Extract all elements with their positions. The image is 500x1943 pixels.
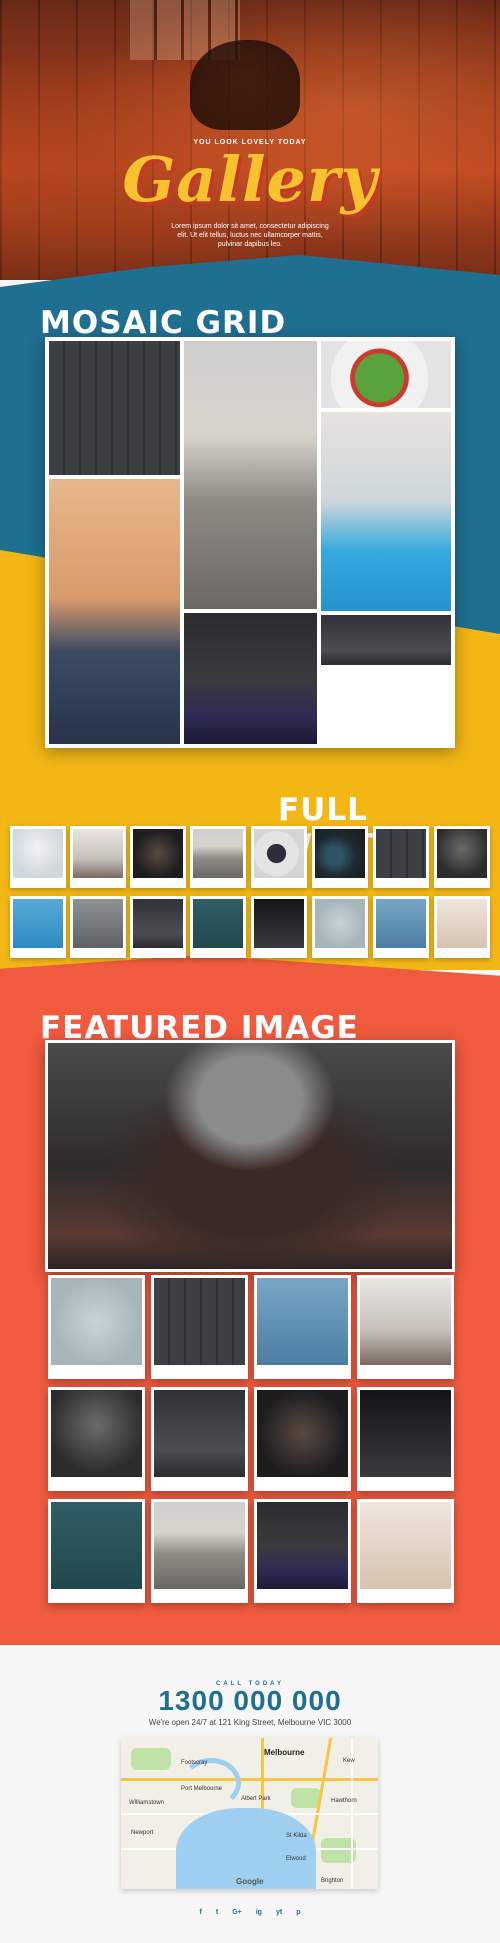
- featured-thumb[interactable]: [48, 1275, 145, 1379]
- map-park: [321, 1838, 356, 1863]
- full-width-image[interactable]: [251, 826, 307, 888]
- full-width-image[interactable]: [10, 826, 66, 888]
- hero-tagline: YOU LOOK LOVELY TODAY: [193, 139, 307, 146]
- full-width-image[interactable]: [373, 826, 429, 888]
- full-width-image[interactable]: [190, 896, 246, 958]
- mosaic-grid: [45, 337, 455, 748]
- map-highway: [121, 1778, 378, 1781]
- map-bay: [176, 1808, 316, 1889]
- map-label: Footscray: [181, 1760, 208, 1766]
- map-label: Williamstown: [129, 1800, 165, 1806]
- full-width-image[interactable]: [312, 826, 368, 888]
- map-label: St Kilda: [286, 1833, 307, 1839]
- full-width-image[interactable]: [373, 896, 429, 958]
- map-road: [351, 1738, 353, 1889]
- featured-thumb[interactable]: [151, 1499, 248, 1603]
- full-width-image[interactable]: [251, 896, 307, 958]
- full-width-image[interactable]: [434, 826, 490, 888]
- mosaic-image-floor[interactable]: [49, 341, 180, 475]
- map-city-label: Melbourne: [264, 1748, 305, 1757]
- featured-thumb[interactable]: [357, 1499, 454, 1603]
- call-today-label: CALL TODAY: [216, 1681, 284, 1687]
- featured-thumb[interactable]: [48, 1499, 145, 1603]
- map-attribution: Google: [236, 1877, 264, 1886]
- full-width-image[interactable]: [10, 896, 66, 958]
- mosaic-image-smartwatch[interactable]: [321, 412, 451, 611]
- athlete-silhouette: [190, 40, 300, 130]
- full-width-image[interactable]: [190, 826, 246, 888]
- map-label: Brighton: [321, 1878, 344, 1884]
- map-park: [131, 1748, 171, 1770]
- full-width-image[interactable]: [130, 896, 186, 958]
- featured-main-image[interactable]: [45, 1040, 455, 1272]
- map-label: Kew: [343, 1758, 355, 1764]
- map-label: Newport: [131, 1830, 154, 1836]
- map-park: [291, 1788, 321, 1808]
- map-label: Hawthorn: [331, 1798, 357, 1804]
- mosaic-grid-heading: MOSAIC GRID: [40, 305, 287, 341]
- featured-thumb[interactable]: [357, 1275, 454, 1379]
- featured-thumb[interactable]: [254, 1499, 351, 1603]
- mosaic-image-stretch[interactable]: [49, 479, 180, 744]
- map-label: Elwood: [286, 1856, 306, 1862]
- location-map[interactable]: Melbourne Williamstown Port Melbourne Al…: [121, 1738, 378, 1889]
- featured-thumb[interactable]: [48, 1387, 145, 1491]
- pinterest-icon[interactable]: p: [296, 1909, 301, 1916]
- social-links: f t G+ ig yt p: [0, 1909, 500, 1916]
- full-width-image[interactable]: [70, 896, 126, 958]
- map-label: Albert Park: [241, 1796, 271, 1802]
- featured-thumb[interactable]: [151, 1387, 248, 1491]
- instagram-icon[interactable]: ig: [255, 1909, 262, 1916]
- mosaic-image-sneakers[interactable]: [321, 615, 451, 665]
- featured-thumb[interactable]: [151, 1275, 248, 1379]
- mosaic-image-gym-hall[interactable]: [184, 341, 317, 609]
- map-river: [181, 1758, 241, 1808]
- youtube-icon[interactable]: yt: [275, 1909, 283, 1916]
- phone-number[interactable]: 1300 000 000: [158, 1685, 342, 1716]
- featured-thumb[interactable]: [357, 1387, 454, 1491]
- hero-banner: YOU LOOK LOVELY TODAY Gallery Lorem ipsu…: [0, 0, 500, 280]
- mosaic-image-crunches[interactable]: [184, 613, 317, 744]
- full-width-image[interactable]: [70, 826, 126, 888]
- hero-description: Lorem ipsum dolor sit amet, consectetur …: [171, 223, 329, 248]
- featured-thumb[interactable]: [254, 1275, 351, 1379]
- page-title: Gallery: [122, 143, 378, 216]
- twitter-icon[interactable]: t: [215, 1909, 219, 1916]
- full-width-image[interactable]: [130, 826, 186, 888]
- full-width-image[interactable]: [312, 896, 368, 958]
- full-width-image[interactable]: [434, 896, 490, 958]
- featured-thumb[interactable]: [254, 1387, 351, 1491]
- google-plus-icon[interactable]: G+: [232, 1909, 242, 1916]
- map-label: Port Melbourne: [181, 1786, 223, 1792]
- address-text: We're open 24/7 at 121 King Street, Melb…: [148, 1718, 352, 1727]
- facebook-icon[interactable]: f: [199, 1909, 202, 1916]
- mosaic-image-salad[interactable]: [321, 341, 451, 408]
